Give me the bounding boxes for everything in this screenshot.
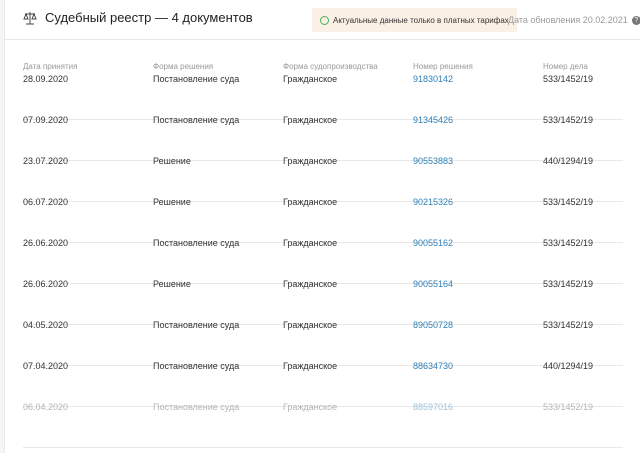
cell-date: 23.07.2020 [23, 156, 69, 166]
cell-decision-number[interactable]: 88597016 [413, 402, 454, 412]
cell-proceeding: Гражданское [283, 156, 338, 166]
page-title: Судебный реестр — 4 документов [23, 10, 253, 25]
cell-decision-number[interactable]: 90055162 [413, 238, 454, 248]
cell-date: 07.09.2020 [23, 115, 69, 125]
notice-text: Актуальные данные только в платных тариф… [333, 15, 509, 25]
cell-proceeding: Гражданское [283, 115, 338, 125]
cell-form: Постановление суда [153, 402, 240, 412]
cell-date: 06.07.2020 [23, 197, 69, 207]
question-circle-icon[interactable]: ? [631, 15, 640, 25]
title-text: Судебный реестр — 4 документов [45, 10, 253, 25]
clock-icon [320, 15, 329, 25]
cell-proceeding: Гражданское [283, 238, 338, 248]
scales-icon [23, 11, 37, 24]
cell-decision-number[interactable]: 89050728 [413, 320, 454, 330]
cell-date: 28.09.2020 [23, 74, 69, 84]
cell-decision-number[interactable]: 88634730 [413, 361, 454, 371]
cell-form: Постановление суда [153, 361, 240, 371]
cell-proceeding: Гражданское [283, 74, 338, 84]
cell-date: 26.06.2020 [23, 279, 69, 289]
cell-case-number: 533/1452/19 [543, 320, 594, 330]
cell-case-number: 533/1452/19 [543, 279, 594, 289]
cell-form: Решение [153, 197, 191, 207]
cell-case-number: 533/1452/19 [543, 74, 594, 84]
table-row[interactable]: 28.09.2020 Постановление суда Гражданское 9… [5, 74, 640, 120]
col-decision-number: Номер решения [413, 62, 473, 71]
cell-form: Постановление суда [153, 238, 240, 248]
cell-form: Постановление суда [153, 74, 240, 84]
cell-proceeding: Гражданское [283, 320, 338, 330]
cell-case-number: 533/1452/19 [543, 115, 594, 125]
cell-decision-number[interactable]: 90055164 [413, 279, 454, 289]
cell-decision-number[interactable]: 90215326 [413, 197, 454, 207]
cell-decision-number[interactable]: 91830142 [413, 74, 454, 84]
table-row[interactable]: 06.07.2020 Решение Гражданское 90215326 533/… [5, 197, 640, 243]
table-row[interactable]: 06.04.2020 Постановление суда Гражданское 8… [5, 402, 640, 448]
cell-form: Постановление суда [153, 115, 240, 125]
col-case-number: Номер дела [543, 62, 588, 71]
cell-date: 26.06.2020 [23, 238, 69, 248]
cell-proceeding: Гражданское [283, 361, 338, 371]
cell-form: Решение [153, 279, 191, 289]
table-row[interactable]: 07.04.2020 Постановление суда Гражданское 8… [5, 361, 640, 407]
cell-case-number: 440/1294/19 [543, 156, 594, 166]
cell-date: 07.04.2020 [23, 361, 69, 371]
cell-case-number: 533/1452/19 [543, 402, 594, 412]
col-proceeding: Форма судопроизводства [283, 62, 378, 71]
header: Судебный реестр — 4 документов Актуальны… [5, 0, 640, 40]
cell-decision-number[interactable]: 90553883 [413, 156, 454, 166]
col-form: Форма решения [153, 62, 214, 71]
cell-case-number: 533/1452/19 [543, 197, 594, 207]
cell-case-number: 440/1294/19 [543, 361, 594, 371]
cell-proceeding: Гражданское [283, 279, 338, 289]
table-row[interactable]: 26.06.2020 Постановление суда Гражданское 9… [5, 238, 640, 284]
paid-notice[interactable]: Актуальные данные только в платных тариф… [312, 8, 517, 32]
table-row[interactable]: 07.09.2020 Постановление суда Гражданское 9… [5, 115, 640, 161]
cell-date: 04.05.2020 [23, 320, 69, 330]
cell-date: 06.04.2020 [23, 402, 69, 412]
col-date: Дата принятия [23, 62, 78, 71]
cell-proceeding: Гражданское [283, 402, 338, 412]
table-row[interactable]: 04.05.2020 Постановление суда Гражданское 8… [5, 320, 640, 366]
cell-decision-number[interactable]: 91345426 [413, 115, 454, 125]
cell-form: Постановление суда [153, 320, 240, 330]
cell-case-number: 533/1452/19 [543, 238, 594, 248]
cell-proceeding: Гражданское [283, 197, 338, 207]
table-row[interactable]: 26.06.2020 Решение Гражданское 90055164 533/… [5, 279, 640, 325]
cell-form: Решение [153, 156, 191, 166]
table-row[interactable]: 23.07.2020 Решение Гражданское 90553883 440/… [5, 156, 640, 202]
update-date: Дата обновления 20.02.2021? [508, 15, 640, 25]
update-text: Дата обновления 20.02.2021 [508, 15, 628, 25]
court-registry-card: Судебный реестр — 4 документов Актуальны… [4, 0, 640, 453]
